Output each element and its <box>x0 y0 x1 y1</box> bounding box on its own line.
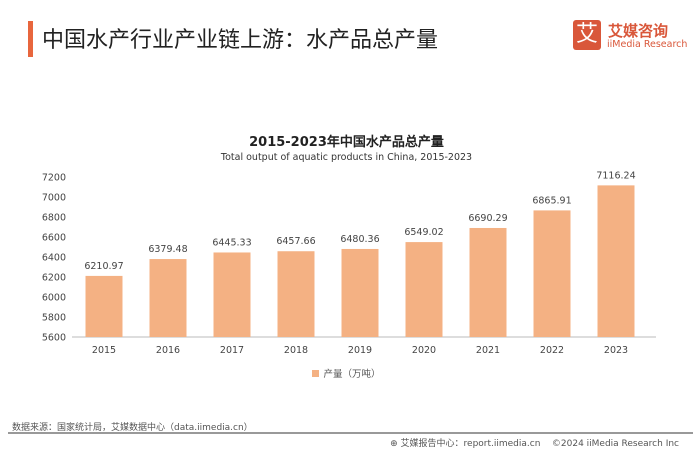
x-tick-label: 2016 <box>156 345 180 356</box>
copyright: ©2024 iiMedia Research Inc <box>551 439 679 449</box>
data-label: 6480.36 <box>340 234 379 245</box>
bar <box>533 210 571 337</box>
report-link[interactable]: 艾媒报告中心：report.iimedia.cn <box>400 439 541 449</box>
footer-info: ⊕ 艾媒报告中心：report.iimedia.cn ©2024 iiMedia… <box>390 436 679 449</box>
y-tick-label: 6600 <box>42 233 66 244</box>
legend-swatch <box>312 370 320 377</box>
y-tick-label: 5600 <box>42 333 66 344</box>
data-source: 数据来源：国家统计局，艾媒数据中心（data.iimedia.cn） <box>12 423 253 433</box>
y-tick-label: 6000 <box>42 293 66 304</box>
title-accent-bar <box>28 21 33 57</box>
y-tick-label: 7200 <box>42 173 66 184</box>
data-label: 6379.48 <box>148 244 187 255</box>
bar <box>405 242 443 337</box>
y-tick-label: 6800 <box>42 213 66 224</box>
y-tick-label: 6200 <box>42 273 66 284</box>
x-tick-label: 2017 <box>220 345 244 356</box>
data-label: 6445.33 <box>212 237 251 248</box>
data-label: 6457.66 <box>276 236 315 247</box>
x-tick-label: 2015 <box>92 345 116 356</box>
logo-mark: 艾 <box>573 20 601 50</box>
y-tick-label: 7000 <box>42 193 66 204</box>
x-tick-label: 2019 <box>348 345 372 356</box>
bar <box>85 275 123 337</box>
bar <box>277 251 315 337</box>
bar <box>469 227 507 337</box>
logo-text-en: iiMedia Research <box>607 39 688 50</box>
data-label: 6210.97 <box>84 261 123 272</box>
x-tick-label: 2020 <box>412 345 436 356</box>
x-tick-label: 2018 <box>284 345 308 356</box>
bar <box>341 248 379 337</box>
data-label: 7116.24 <box>596 170 635 181</box>
bar <box>149 259 187 337</box>
data-label: 6690.29 <box>468 213 507 224</box>
x-tick-label: 2022 <box>540 345 564 356</box>
page-title: 中国水产行业产业链上游：水产品总产量 <box>42 28 439 53</box>
data-label: 6549.02 <box>404 227 443 238</box>
globe-icon: ⊕ <box>390 439 401 449</box>
legend: 产量（万吨） <box>0 366 693 380</box>
x-tick-label: 2021 <box>476 345 500 356</box>
x-tick-label: 2023 <box>604 345 628 356</box>
legend-label: 产量（万吨） <box>323 369 381 380</box>
y-tick-label: 5800 <box>42 313 66 324</box>
footer-divider <box>8 432 693 434</box>
logo-text-cn: 艾媒咨询 <box>608 22 669 40</box>
chart-subtitle: Total output of aquatic products in Chin… <box>220 152 473 163</box>
data-label: 6865.91 <box>532 195 571 206</box>
y-tick-label: 6400 <box>42 253 66 264</box>
chart-title: 2015-2023年中国水产品总产量 <box>249 135 444 150</box>
bar <box>597 185 635 337</box>
bar <box>213 252 251 337</box>
